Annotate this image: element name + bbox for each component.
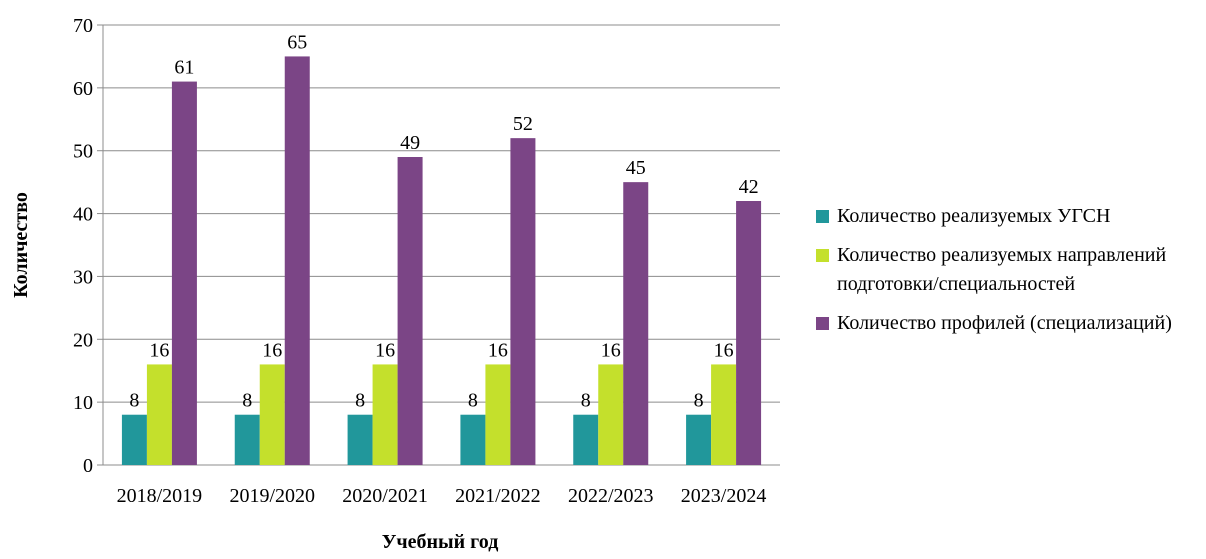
bar xyxy=(711,364,737,465)
y-tick-label: 20 xyxy=(73,329,93,351)
data-label: 16 xyxy=(714,339,734,361)
legend-label: Количество профилей (специализаций) xyxy=(837,312,1172,334)
y-tick-label: 30 xyxy=(73,266,93,288)
bar xyxy=(485,364,511,465)
data-label: 61 xyxy=(174,57,194,79)
data-label: 52 xyxy=(513,113,533,135)
bar xyxy=(234,414,260,465)
legend-swatch xyxy=(816,210,829,223)
data-label: 8 xyxy=(355,390,365,412)
bar xyxy=(171,81,197,466)
bar xyxy=(623,182,649,465)
data-label: 16 xyxy=(375,339,395,361)
data-label: 16 xyxy=(601,339,621,361)
bar xyxy=(510,138,536,465)
data-label: 8 xyxy=(129,390,139,412)
x-axis-title: Учебный год xyxy=(382,531,499,553)
legend-item: Количество реализуемых направлений подго… xyxy=(816,241,1176,299)
bar xyxy=(121,414,147,465)
bar xyxy=(284,56,310,466)
data-label: 65 xyxy=(287,31,307,53)
bar xyxy=(736,201,762,465)
legend-label: Количество реализуемых УГСН xyxy=(837,205,1111,227)
bar xyxy=(573,414,599,465)
y-tick-label: 50 xyxy=(73,141,93,163)
data-label: 42 xyxy=(739,176,759,198)
x-tick-label: 2021/2022 xyxy=(455,485,541,507)
bar xyxy=(146,364,172,465)
data-label: 16 xyxy=(488,339,508,361)
x-tick-label: 2018/2019 xyxy=(117,485,203,507)
legend-swatch xyxy=(816,249,829,262)
bar xyxy=(686,414,712,465)
legend-swatch xyxy=(816,317,829,330)
data-label: 8 xyxy=(581,390,591,412)
y-tick-label: 40 xyxy=(73,204,93,226)
y-tick-label: 0 xyxy=(83,455,93,477)
y-tick-label: 60 xyxy=(73,78,93,100)
x-tick-label: 2023/2024 xyxy=(681,485,767,507)
x-tick-label: 2019/2020 xyxy=(229,485,315,507)
y-tick-label: 70 xyxy=(73,15,93,37)
y-axis-title: Количество xyxy=(10,192,32,298)
legend: Количество реализуемых УГСН Количество ре… xyxy=(816,202,1176,348)
bar xyxy=(372,364,398,465)
bar xyxy=(598,364,624,465)
bar xyxy=(259,364,285,465)
data-label: 8 xyxy=(242,390,252,412)
x-tick-label: 2020/2021 xyxy=(342,485,428,507)
data-label: 49 xyxy=(400,132,420,154)
bar xyxy=(397,157,423,465)
data-label: 16 xyxy=(262,339,282,361)
y-tick-label: 10 xyxy=(73,392,93,414)
bar xyxy=(460,414,486,465)
bar xyxy=(347,414,373,465)
legend-item: Количество реализуемых УГСН xyxy=(816,202,1176,231)
data-label: 45 xyxy=(626,157,646,179)
legend-label: Количество реализуемых направлений подго… xyxy=(837,244,1167,295)
data-label: 8 xyxy=(468,390,478,412)
data-label: 16 xyxy=(149,339,169,361)
x-tick-label: 2022/2023 xyxy=(568,485,654,507)
legend-item: Количество профилей (специализаций) xyxy=(816,309,1176,338)
data-label: 8 xyxy=(694,390,704,412)
